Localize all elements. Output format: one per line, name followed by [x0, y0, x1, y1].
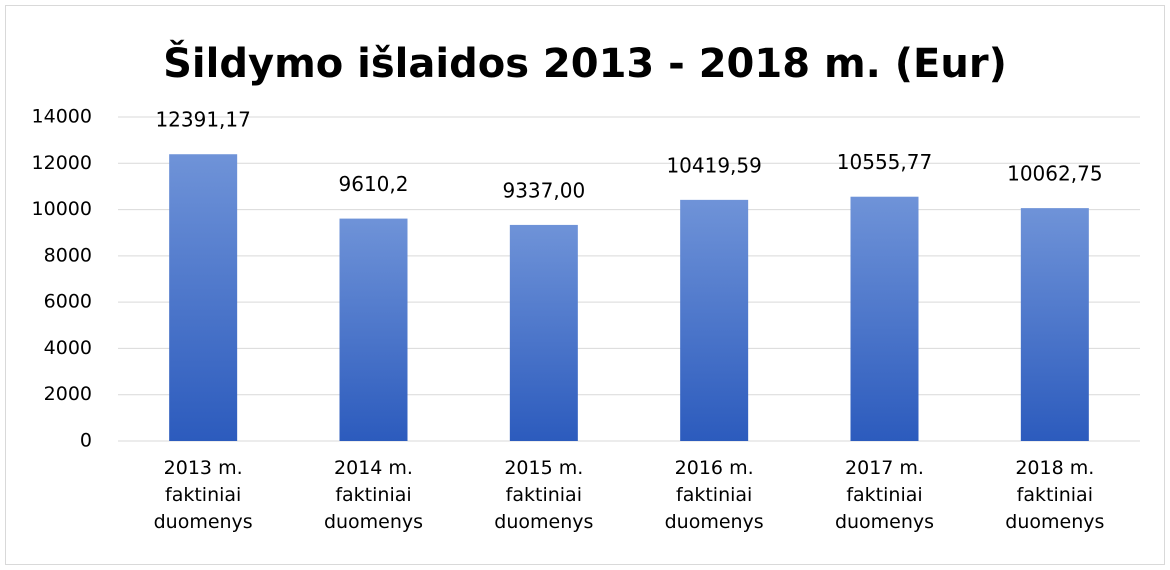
- y-tick-label: 6000: [44, 291, 92, 313]
- bar: [509, 224, 578, 441]
- data-label: 9337,00: [502, 178, 585, 202]
- x-tick-label: 2015 m. faktiniai duomenys: [494, 457, 594, 533]
- y-tick-label: 14000: [32, 106, 92, 128]
- bar: [680, 199, 749, 441]
- x-tick-label: 2014 m. faktiniai duomenys: [323, 457, 424, 533]
- bar: [169, 154, 238, 442]
- y-tick-label: 8000: [44, 244, 92, 266]
- bar: [339, 218, 408, 441]
- data-label: 10062,75: [1007, 162, 1102, 186]
- y-tick-label: 0: [80, 430, 92, 452]
- data-label: 10555,77: [837, 150, 932, 174]
- y-tick-label: 4000: [44, 337, 92, 359]
- data-label: 9610,2: [339, 172, 409, 196]
- x-tick-label: 2013 m. faktiniai duomenys: [153, 457, 253, 533]
- chart-title: Šildymo išlaidos 2013 - 2018 m. (Eur): [163, 39, 1007, 87]
- x-tick-label: 2017 m. faktiniai duomenys: [834, 457, 935, 533]
- data-label: 12391,17: [155, 108, 250, 132]
- x-tick-label: 2018 m. faktiniai duomenys: [1005, 457, 1105, 533]
- bar: [850, 196, 919, 441]
- data-label: 10419,59: [666, 153, 761, 177]
- y-tick-label: 10000: [32, 198, 92, 220]
- x-tick-label: 2016 m. faktiniai duomenys: [664, 457, 764, 533]
- y-tick-label: 12000: [32, 152, 92, 174]
- y-tick-label: 2000: [44, 383, 92, 405]
- bar: [1020, 208, 1089, 441]
